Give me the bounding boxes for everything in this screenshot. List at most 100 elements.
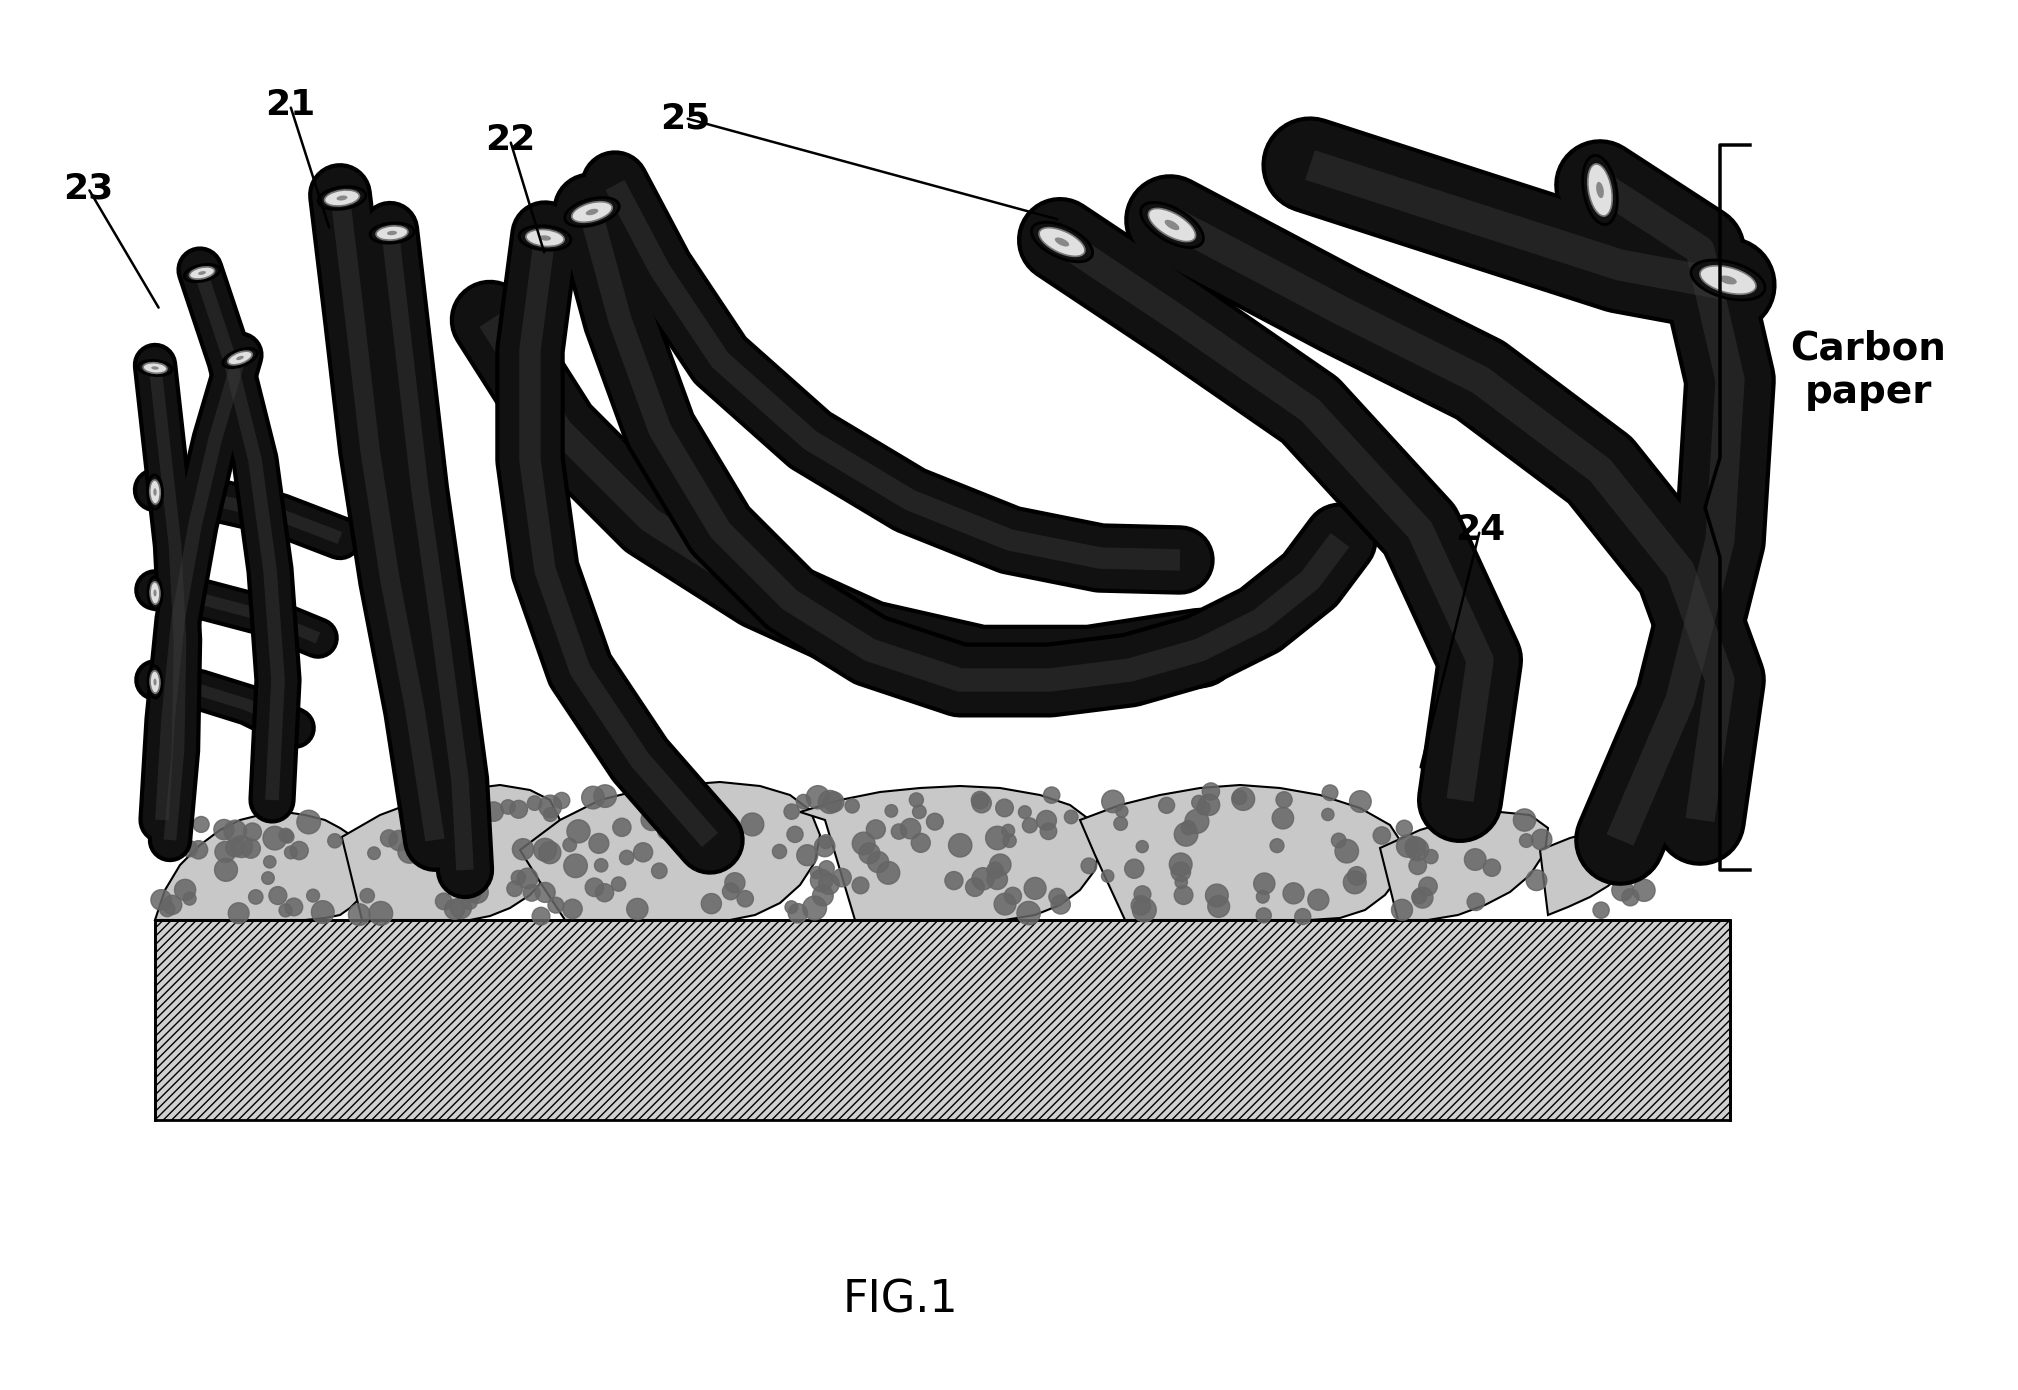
Circle shape bbox=[944, 872, 963, 890]
Ellipse shape bbox=[147, 577, 161, 609]
Ellipse shape bbox=[143, 363, 167, 374]
Circle shape bbox=[886, 805, 898, 817]
Circle shape bbox=[190, 841, 208, 859]
Circle shape bbox=[543, 808, 557, 821]
Circle shape bbox=[912, 833, 930, 852]
Circle shape bbox=[563, 838, 577, 852]
Circle shape bbox=[1231, 788, 1255, 810]
Circle shape bbox=[1063, 810, 1078, 824]
Circle shape bbox=[1003, 834, 1017, 848]
Circle shape bbox=[1116, 805, 1128, 817]
Ellipse shape bbox=[1588, 164, 1612, 215]
Circle shape bbox=[1124, 859, 1144, 878]
Circle shape bbox=[973, 794, 991, 813]
Circle shape bbox=[593, 785, 615, 808]
Ellipse shape bbox=[585, 208, 597, 215]
Circle shape bbox=[1283, 883, 1304, 904]
Circle shape bbox=[436, 892, 452, 909]
Circle shape bbox=[813, 885, 833, 906]
Circle shape bbox=[910, 792, 924, 808]
Circle shape bbox=[248, 890, 262, 904]
Text: 21: 21 bbox=[264, 88, 315, 122]
Circle shape bbox=[634, 842, 652, 862]
Circle shape bbox=[367, 847, 379, 859]
Circle shape bbox=[1233, 790, 1247, 805]
Ellipse shape bbox=[147, 475, 163, 509]
Circle shape bbox=[285, 847, 297, 859]
Circle shape bbox=[327, 834, 341, 848]
Circle shape bbox=[1039, 823, 1057, 840]
Circle shape bbox=[1257, 908, 1271, 923]
Ellipse shape bbox=[149, 671, 159, 694]
Circle shape bbox=[797, 845, 817, 866]
Circle shape bbox=[1322, 785, 1338, 801]
Circle shape bbox=[1348, 866, 1366, 885]
Circle shape bbox=[926, 813, 942, 830]
Circle shape bbox=[444, 899, 464, 919]
Circle shape bbox=[224, 820, 246, 842]
Circle shape bbox=[811, 866, 823, 878]
Text: 25: 25 bbox=[660, 101, 710, 135]
Circle shape bbox=[539, 795, 561, 817]
Ellipse shape bbox=[1596, 182, 1604, 199]
Ellipse shape bbox=[236, 356, 244, 360]
Circle shape bbox=[1520, 834, 1534, 848]
Circle shape bbox=[989, 853, 1011, 876]
Circle shape bbox=[434, 852, 456, 873]
Circle shape bbox=[240, 840, 260, 858]
Circle shape bbox=[159, 902, 176, 916]
Ellipse shape bbox=[149, 582, 159, 605]
Circle shape bbox=[1197, 801, 1211, 815]
Circle shape bbox=[464, 885, 480, 902]
Circle shape bbox=[589, 834, 609, 853]
Circle shape bbox=[811, 869, 833, 891]
Circle shape bbox=[523, 884, 541, 901]
Ellipse shape bbox=[153, 589, 157, 596]
Circle shape bbox=[1372, 827, 1390, 844]
Circle shape bbox=[1322, 809, 1334, 820]
Circle shape bbox=[987, 862, 1003, 878]
Circle shape bbox=[1174, 885, 1193, 905]
Circle shape bbox=[553, 792, 569, 809]
Circle shape bbox=[803, 897, 827, 920]
Circle shape bbox=[965, 878, 985, 897]
Circle shape bbox=[724, 873, 745, 892]
Circle shape bbox=[163, 895, 182, 915]
Circle shape bbox=[311, 901, 335, 923]
Circle shape bbox=[262, 872, 274, 884]
Circle shape bbox=[912, 805, 926, 819]
Circle shape bbox=[1350, 791, 1370, 812]
Circle shape bbox=[652, 863, 668, 878]
Circle shape bbox=[1413, 890, 1427, 904]
Circle shape bbox=[214, 859, 238, 881]
Circle shape bbox=[278, 904, 293, 917]
Ellipse shape bbox=[190, 267, 214, 279]
Circle shape bbox=[244, 823, 262, 841]
Ellipse shape bbox=[184, 264, 220, 282]
Circle shape bbox=[230, 835, 252, 858]
Circle shape bbox=[823, 792, 844, 812]
Text: Carbon
paper: Carbon paper bbox=[1790, 329, 1945, 411]
Circle shape bbox=[595, 859, 607, 872]
Circle shape bbox=[418, 842, 434, 859]
Circle shape bbox=[567, 820, 589, 842]
Circle shape bbox=[1037, 810, 1055, 830]
Circle shape bbox=[860, 842, 880, 863]
Ellipse shape bbox=[337, 196, 347, 200]
Circle shape bbox=[1005, 887, 1021, 905]
Circle shape bbox=[868, 852, 888, 873]
Circle shape bbox=[1134, 885, 1150, 902]
Ellipse shape bbox=[519, 225, 571, 250]
Circle shape bbox=[819, 791, 842, 813]
Circle shape bbox=[466, 881, 488, 904]
Circle shape bbox=[1467, 894, 1485, 910]
Circle shape bbox=[1193, 795, 1207, 809]
Circle shape bbox=[1618, 828, 1635, 845]
Circle shape bbox=[642, 809, 662, 830]
Circle shape bbox=[878, 862, 900, 884]
Circle shape bbox=[1043, 787, 1059, 803]
Ellipse shape bbox=[1699, 265, 1756, 295]
Circle shape bbox=[291, 841, 309, 859]
Circle shape bbox=[539, 841, 561, 863]
Ellipse shape bbox=[1582, 156, 1616, 225]
